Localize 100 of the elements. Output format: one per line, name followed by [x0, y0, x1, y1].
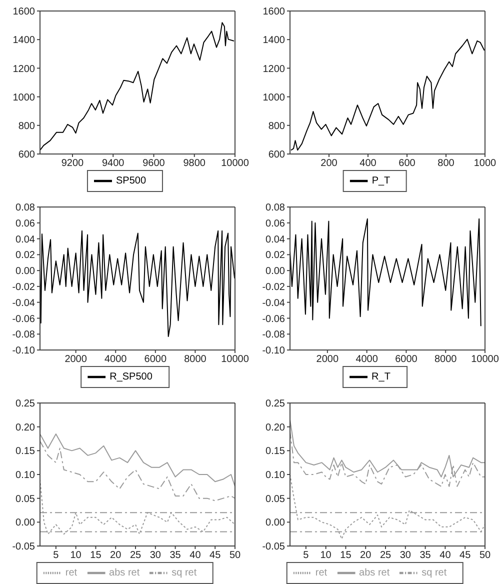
x-tick-label: 25: [130, 550, 142, 562]
y-tick-label: 600: [18, 150, 36, 161]
y-tick-label: 1600: [12, 6, 36, 18]
y-tick-label: 1400: [262, 35, 286, 46]
line-series: [40, 433, 235, 487]
y-tick-label: 0.15: [16, 446, 36, 458]
y-tick-label: -0.04: [262, 298, 286, 309]
x-tick-label: 9400: [102, 158, 125, 170]
y-tick-label: 0.06: [266, 218, 286, 230]
x-tick-label: 50: [229, 550, 241, 562]
x-tick-label: 45: [210, 550, 222, 562]
y-tick-label: -0.05: [262, 542, 286, 553]
y-tick-label: 1200: [12, 64, 36, 75]
y-tick-label: -0.08: [12, 330, 36, 341]
legend-label: sq ret: [172, 568, 197, 579]
x-tick-label: 10000: [221, 354, 250, 366]
x-tick-label: 9800: [183, 158, 206, 170]
y-tick-label: 0.08: [16, 202, 36, 214]
y-tick-label: 0.25: [266, 398, 286, 410]
x-tick-label: 6000: [144, 354, 167, 366]
y-tick-label: 0.20: [266, 422, 286, 434]
y-tick-label: 0.00: [266, 266, 286, 278]
x-tick-label: 2000: [64, 354, 88, 366]
legend-label: ret: [315, 568, 328, 579]
legend-label: P_T: [372, 176, 390, 187]
y-tick-label: 0.10: [16, 470, 36, 482]
x-tick-label: 1000: [474, 158, 497, 170]
x-tick-label: 8000: [184, 354, 207, 366]
x-tick-label: 9200: [61, 158, 84, 170]
y-tick-label: 0.10: [266, 470, 286, 482]
legend-label: R_T: [372, 372, 390, 383]
y-tick-label: 1000: [262, 92, 286, 104]
y-tick-label: 800: [18, 120, 36, 132]
x-tick-label: 20: [110, 550, 122, 562]
x-tick-label: 35: [170, 550, 182, 562]
y-tick-label: 800: [268, 120, 286, 132]
x-tick-label: 30: [400, 550, 412, 562]
y-tick-label: -0.06: [262, 314, 286, 325]
x-tick-label: 5: [53, 550, 60, 562]
x-tick-label: 30: [150, 550, 162, 562]
x-tick-label: 2000: [316, 354, 339, 366]
x-tick-label: 10000: [221, 158, 250, 170]
x-tick-label: 15: [90, 550, 102, 562]
y-tick-label: -0.05: [12, 542, 36, 553]
y-tick-label: 1000: [12, 92, 36, 104]
y-tick-label: 0.20: [16, 422, 36, 434]
legend-label: abs ret: [359, 568, 390, 579]
y-tick-label: 0.05: [16, 494, 36, 505]
x-tick-label: 6000: [395, 354, 418, 366]
y-tick-label: -0.02: [12, 282, 36, 293]
y-tick-label: 0.04: [16, 234, 36, 246]
y-tick-label: 0.00: [16, 266, 36, 278]
y-tick-label: 1600: [262, 6, 286, 18]
line-series: [40, 230, 235, 337]
y-tick-label: -0.10: [12, 346, 36, 357]
line-series: [40, 22, 234, 151]
x-tick-label: 45: [460, 550, 472, 562]
y-tick-label: 0.00: [16, 518, 36, 529]
line-series: [290, 218, 482, 327]
x-tick-label: 20: [360, 550, 372, 562]
y-tick-label: -0.04: [12, 298, 36, 309]
line-series: [290, 474, 485, 540]
x-tick-label: 800: [438, 158, 455, 170]
x-tick-label: 400: [360, 158, 377, 170]
x-tick-label: 4000: [356, 354, 378, 366]
line-series: [290, 38, 485, 151]
y-tick-label: 0.02: [16, 250, 36, 262]
x-tick-label: 15: [340, 550, 352, 562]
y-tick-label: 0.06: [16, 218, 36, 230]
x-tick-label: 8000: [434, 354, 458, 366]
legend-label: sq ret: [422, 568, 447, 579]
x-tick-label: 200: [320, 158, 338, 170]
y-tick-label: 600: [268, 150, 286, 161]
y-tick-label: 0.04: [266, 234, 286, 246]
x-tick-label: 50: [479, 550, 491, 562]
y-tick-label: -0.10: [262, 346, 286, 357]
y-tick-label: 0.00: [266, 518, 286, 529]
y-tick-label: 0.15: [266, 446, 286, 458]
y-tick-label: -0.02: [262, 282, 286, 293]
legend-label: ret: [65, 568, 78, 579]
legend-label: abs ret: [109, 568, 140, 579]
x-tick-label: 10000: [471, 354, 500, 366]
x-tick-label: 40: [190, 550, 202, 562]
x-tick-label: 600: [398, 158, 416, 170]
y-tick-label: 1400: [12, 35, 36, 46]
x-tick-label: 10: [320, 550, 332, 562]
y-tick-label: -0.08: [262, 330, 286, 341]
y-tick-label: 0.05: [266, 494, 286, 505]
y-tick-label: 1200: [262, 64, 286, 75]
y-tick-label: 0.25: [16, 398, 36, 410]
x-tick-label: 35: [420, 550, 432, 562]
x-tick-label: 9600: [142, 158, 166, 170]
line-series: [40, 440, 235, 502]
legend-label: R_SP500: [110, 372, 152, 383]
y-tick-label: -0.06: [12, 314, 36, 325]
y-tick-label: 0.02: [266, 250, 286, 262]
x-tick-label: 5: [303, 550, 310, 562]
x-tick-label: 25: [380, 550, 392, 562]
x-tick-label: 40: [440, 550, 452, 562]
x-tick-label: 4000: [104, 354, 128, 366]
